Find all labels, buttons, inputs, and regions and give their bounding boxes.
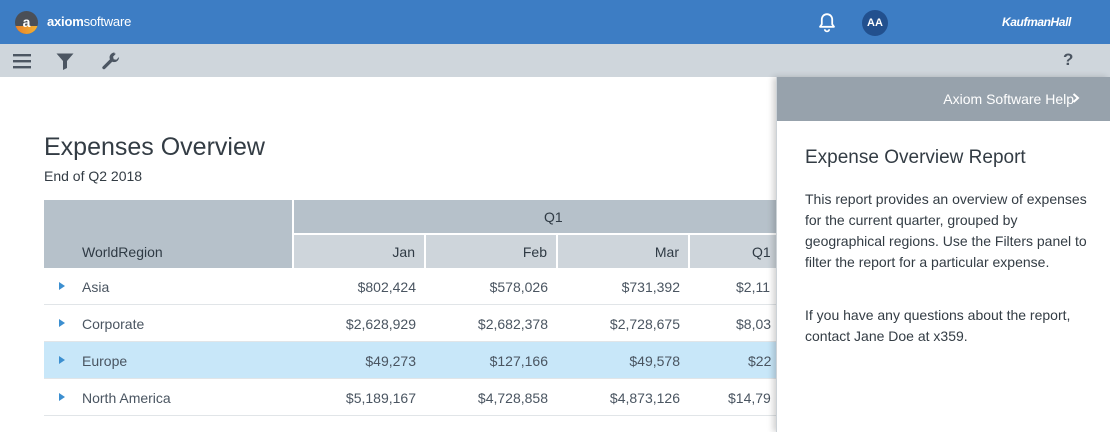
cell-q1: $2,11 [736, 279, 770, 295]
brand-rest: software [83, 14, 132, 29]
help-button[interactable]: ? [1063, 50, 1074, 69]
expand-triangle-icon[interactable] [59, 319, 65, 327]
cell-mar: $731,392 [621, 279, 680, 295]
user-avatar[interactable]: AA [862, 10, 888, 36]
cell-jan: $49,273 [365, 353, 416, 369]
cell-mar: $4,873,126 [609, 390, 680, 406]
brand-name: axiomsoftware [47, 14, 131, 29]
table-row[interactable]: Asia $802,424 $578,026 $731,392 $2,11 [44, 268, 784, 305]
col-label-mar: Mar [654, 244, 679, 260]
column-header-jan[interactable]: Jan [294, 235, 424, 268]
column-group-q1[interactable]: Q1 [294, 200, 784, 233]
help-panel-header-label: Axiom Software Help [943, 91, 1074, 107]
cell-q1: $14,79 [728, 390, 771, 406]
toolbar: ? [0, 44, 1110, 77]
col-label-q1: Q1 [752, 244, 771, 260]
cell-jan: $5,189,167 [345, 390, 416, 406]
table-row-selected[interactable]: Europe $49,273 $127,166 $49,578 $22 [44, 342, 784, 379]
table-row[interactable]: North America $5,189,167 $4,728,858 $4,8… [44, 379, 784, 416]
cell-q1: $22 [748, 353, 772, 369]
col-label-feb: Feb [522, 244, 547, 260]
help-paragraph-2: If you have any questions about the repo… [805, 307, 1071, 344]
column-header-q1[interactable]: Q1 [690, 235, 784, 268]
chevron-right-icon[interactable] [1071, 93, 1081, 103]
row-region: Corporate [82, 316, 145, 332]
cell-mar: $49,578 [629, 353, 680, 369]
page-subtitle: End of Q2 2018 [44, 168, 143, 184]
row-region: Europe [82, 353, 128, 369]
cell-q1: $8,03 [736, 316, 772, 332]
page-title: Expenses Overview [44, 133, 265, 161]
cell-jan: $802,424 [357, 279, 416, 295]
cell-feb: $2,682,378 [477, 316, 548, 332]
kaufmanhall-logo: KaufmanHall [1002, 15, 1071, 29]
col-label-jan: Jan [392, 244, 415, 260]
expand-triangle-icon[interactable] [59, 282, 65, 290]
expand-triangle-icon[interactable] [59, 356, 65, 364]
top-header: a axiomsoftware AA KaufmanHall [0, 0, 1110, 44]
help-title: Expense Overview Report [805, 147, 1026, 168]
cell-feb: $127,166 [489, 353, 548, 369]
column-header-region[interactable]: WorldRegion [44, 200, 292, 268]
column-header-feb[interactable]: Feb [426, 235, 556, 268]
help-panel-header[interactable]: Axiom Software Help [777, 77, 1110, 121]
table-row[interactable]: Corporate $2,628,929 $2,682,378 $2,728,6… [44, 305, 784, 342]
cell-feb: $4,728,858 [477, 390, 548, 406]
cell-feb: $578,026 [489, 279, 548, 295]
row-region: North America [82, 390, 171, 406]
menu-icon[interactable] [11, 50, 33, 72]
cell-mar: $2,728,675 [609, 316, 680, 332]
row-region: Asia [82, 279, 110, 295]
column-header-mar[interactable]: Mar [558, 235, 688, 268]
cell-jan: $2,628,929 [345, 316, 416, 332]
group-header-label: Q1 [544, 209, 563, 225]
wrench-icon[interactable] [100, 50, 122, 72]
axiom-logo-icon[interactable]: a [15, 11, 38, 34]
region-header-label: WorldRegion [82, 244, 163, 260]
filter-icon[interactable] [54, 50, 76, 72]
notification-bell-icon[interactable] [815, 11, 839, 35]
help-panel: Axiom Software Help Expense Overview Rep… [776, 77, 1110, 432]
logo-letter: a [22, 13, 31, 30]
help-paragraph-1: This report provides an overview of expe… [805, 191, 1087, 270]
expand-triangle-icon[interactable] [59, 393, 65, 401]
brand-bold: axiom [47, 14, 84, 29]
